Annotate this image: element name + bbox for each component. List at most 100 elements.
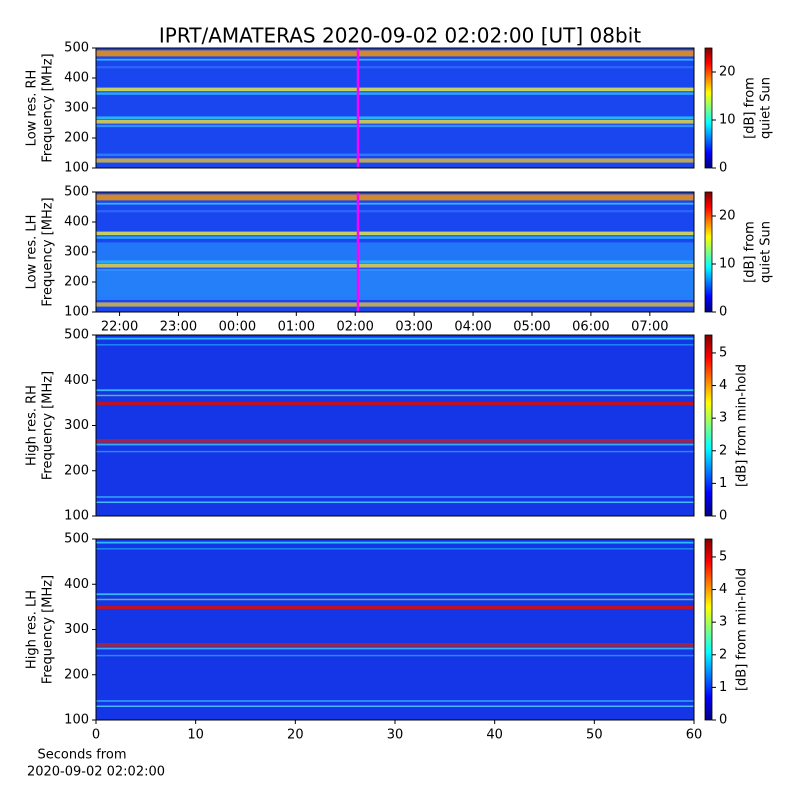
spectrogram-band <box>96 87 694 92</box>
spectrogram-band <box>96 548 694 550</box>
y-tick-label: 300 <box>64 418 89 433</box>
x-tick-label: 40 <box>486 728 503 743</box>
x-tick-label: 07:00 <box>631 320 668 335</box>
spectrogram-band <box>96 264 694 268</box>
y-axis-label: Frequency [MHz] <box>41 575 56 684</box>
spectrogram-band <box>96 120 694 124</box>
spectrogram-band <box>96 605 694 610</box>
y-axis-label: Frequency [MHz] <box>41 53 56 162</box>
colorbar-tick-label: 3 <box>719 615 727 630</box>
x-tick-label: 10 <box>187 728 204 743</box>
colorbar-label: [dB] from <box>743 221 758 283</box>
y-tick-label: 500 <box>64 328 89 343</box>
colorbar-tick-label: 0 <box>719 509 727 524</box>
spectrogram-band <box>96 337 694 340</box>
spectrogram-band <box>96 593 694 596</box>
y-tick-label: 300 <box>64 101 89 116</box>
spectrogram-band <box>96 344 694 346</box>
spectrogram-band <box>96 158 694 163</box>
spectrogram-band <box>96 271 694 298</box>
spectrogram-band <box>96 647 694 650</box>
x-axis-label: Seconds from <box>37 748 126 763</box>
colorbar-label: [dB] from min-hold <box>735 568 750 691</box>
spectrogram-band <box>96 297 694 300</box>
x-tick-label: 23:00 <box>160 320 197 335</box>
spectrogram-band <box>96 66 694 69</box>
colorbar-label: [dB] from min-hold <box>735 364 750 487</box>
colorbar-tick-label: 0 <box>719 305 727 320</box>
y-tick-label: 500 <box>64 532 89 547</box>
y-tick-label: 400 <box>64 373 89 388</box>
y-tick-label: 400 <box>64 577 89 592</box>
spectrogram-band <box>96 236 694 239</box>
x-tick-label: 06:00 <box>572 320 609 335</box>
colorbar-tick-label: 2 <box>719 443 727 458</box>
colorbar <box>704 538 713 721</box>
y-tick-label: 100 <box>64 305 89 320</box>
spectrogram-band <box>96 231 694 236</box>
colorbar <box>704 191 713 313</box>
y-tick-label: 200 <box>64 667 89 682</box>
y-axis-label: High res. RH <box>25 385 40 466</box>
y-axis-label: Low res. LH <box>25 215 40 290</box>
x-tick-label: 00:00 <box>219 320 256 335</box>
spectrogram-band <box>96 496 694 498</box>
y-tick-label: 200 <box>64 463 89 478</box>
colorbar-label: quiet Sun <box>759 77 774 139</box>
y-tick-label: 400 <box>64 71 89 86</box>
colorbar-tick-label: 0 <box>719 161 727 176</box>
x-tick-label: 02:00 <box>336 320 373 335</box>
y-tick-label: 300 <box>64 245 89 260</box>
spectrogram-band <box>96 654 694 657</box>
x-tick-label: 20 <box>287 728 304 743</box>
x-tick-label: 60 <box>686 728 703 743</box>
spectrogram-band <box>96 643 694 647</box>
y-axis-label: Frequency [MHz] <box>41 371 56 480</box>
spectrogram-band <box>96 202 694 205</box>
x-tick-label: 0 <box>92 728 100 743</box>
colorbar-tick-label: 10 <box>719 257 736 272</box>
spectrogram-bg <box>96 539 694 720</box>
x-tick-label: 04:00 <box>454 320 491 335</box>
spectrogram-band <box>96 116 694 120</box>
colorbar-tick-label: 5 <box>719 549 727 564</box>
spectrogram-band <box>96 389 694 392</box>
y-axis-label: High res. LH <box>25 590 40 669</box>
colorbar-tick-label: 1 <box>719 680 727 695</box>
colorbar-tick-label: 1 <box>719 476 727 491</box>
spectrogram-band <box>96 700 694 702</box>
spectrogram-band <box>96 194 694 201</box>
spectrogram-bg <box>96 335 694 516</box>
x-tick-label: 30 <box>387 728 404 743</box>
spectrogram-band <box>96 153 694 156</box>
colorbar-tick-label: 4 <box>719 378 727 393</box>
y-tick-label: 100 <box>64 509 89 524</box>
colorbar-tick-label: 10 <box>719 113 736 128</box>
x-axis-label: 2020-09-02 02:02:00 <box>27 765 165 780</box>
spectrogram-band <box>96 268 694 272</box>
y-tick-label: 400 <box>64 215 89 230</box>
spectrogram-band <box>96 210 694 213</box>
spectrogram-band <box>96 50 694 57</box>
spectrogram-band <box>96 302 694 307</box>
y-tick-label: 500 <box>64 185 89 200</box>
x-tick-label: 50 <box>586 728 603 743</box>
spectrogram-band <box>96 598 694 601</box>
spectrogram-band <box>96 450 694 453</box>
spectrogram-band <box>96 124 694 128</box>
colorbar-tick-label: 3 <box>719 411 727 426</box>
colorbar-label: [dB] from <box>743 77 758 139</box>
spectrogram-band <box>96 705 694 708</box>
y-axis-label: Frequency [MHz] <box>41 197 56 306</box>
spectrogram-band <box>96 242 694 264</box>
y-tick-label: 300 <box>64 622 89 637</box>
colorbar-tick-label: 5 <box>719 345 727 360</box>
x-tick-label: 22:00 <box>101 320 138 335</box>
colorbar <box>704 47 713 169</box>
y-tick-label: 200 <box>64 131 89 146</box>
spectrogram-band <box>96 58 694 61</box>
colorbar-tick-label: 4 <box>719 582 727 597</box>
x-tick-label: 05:00 <box>513 320 550 335</box>
